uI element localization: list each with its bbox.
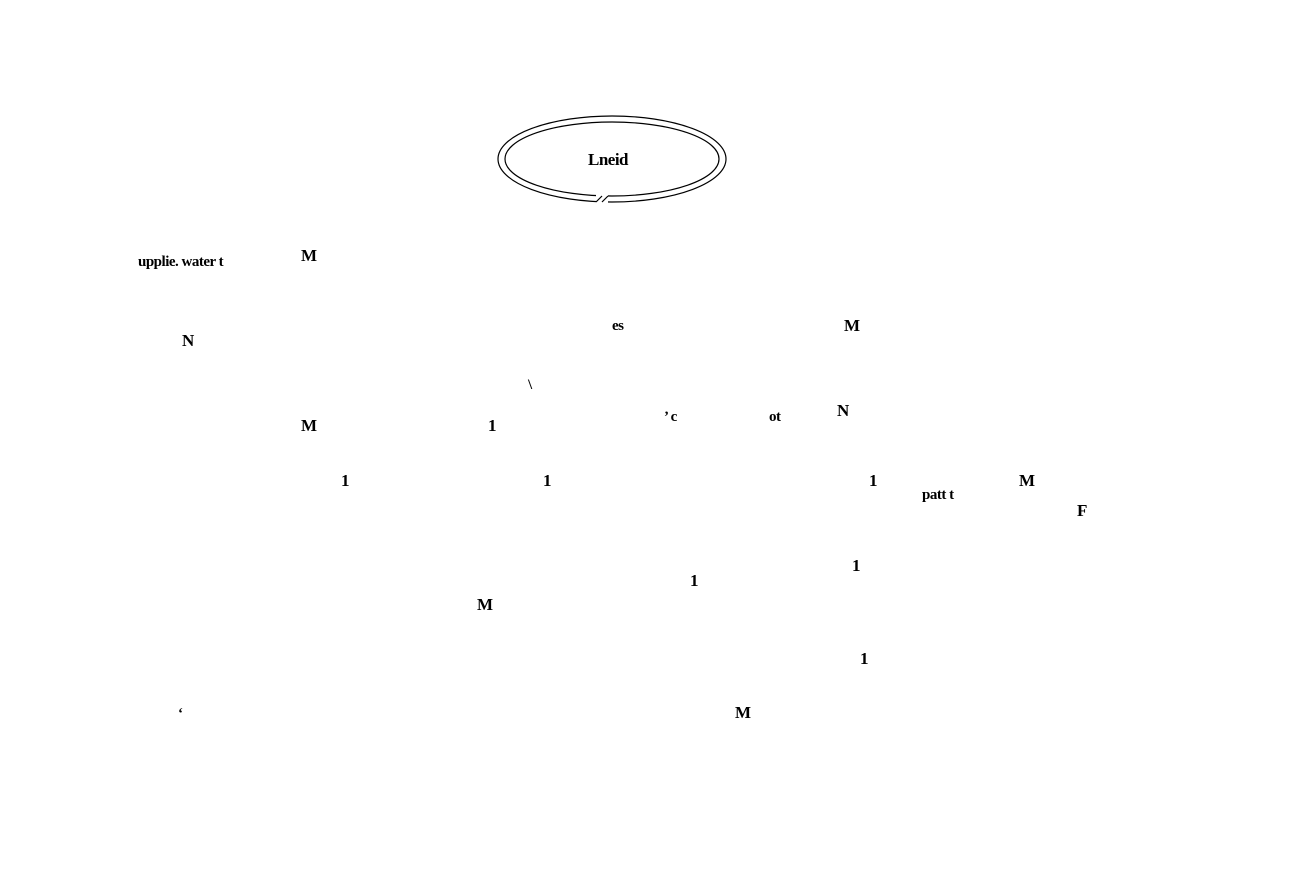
entity-label[interactable]: Lneid xyxy=(587,150,629,169)
cardinality-m: M xyxy=(301,246,317,265)
cardinality-1: 1 xyxy=(488,416,497,435)
label-fragment: ’ c xyxy=(664,409,677,425)
cardinality-1: 1 xyxy=(860,649,869,668)
cardinality-1: 1 xyxy=(690,571,699,590)
cardinality-m: M xyxy=(477,595,493,614)
label-fragment: ‘ xyxy=(178,706,183,722)
cardinality-1: 1 xyxy=(341,471,350,490)
cardinality-1: 1 xyxy=(852,556,861,575)
cardinality-m: M xyxy=(1019,471,1035,490)
cardinality-n: N xyxy=(182,331,194,350)
entity-double-ellipse xyxy=(497,115,727,206)
cardinality-m: M xyxy=(844,316,860,335)
label-fragment: ot xyxy=(769,409,781,425)
label-fragment: F xyxy=(1077,501,1087,520)
cardinality-m: M xyxy=(301,416,317,435)
label-fragment: \ xyxy=(528,377,532,393)
cardinality-1: 1 xyxy=(869,471,878,490)
label-fragment: es xyxy=(612,318,624,334)
relationship-label-supplies: upplie. water t xyxy=(138,254,224,270)
label-fragment-part: patt t xyxy=(922,487,954,503)
cardinality-m: M xyxy=(735,703,751,722)
cardinality-1: 1 xyxy=(543,471,552,490)
cardinality-n: N xyxy=(837,401,849,420)
